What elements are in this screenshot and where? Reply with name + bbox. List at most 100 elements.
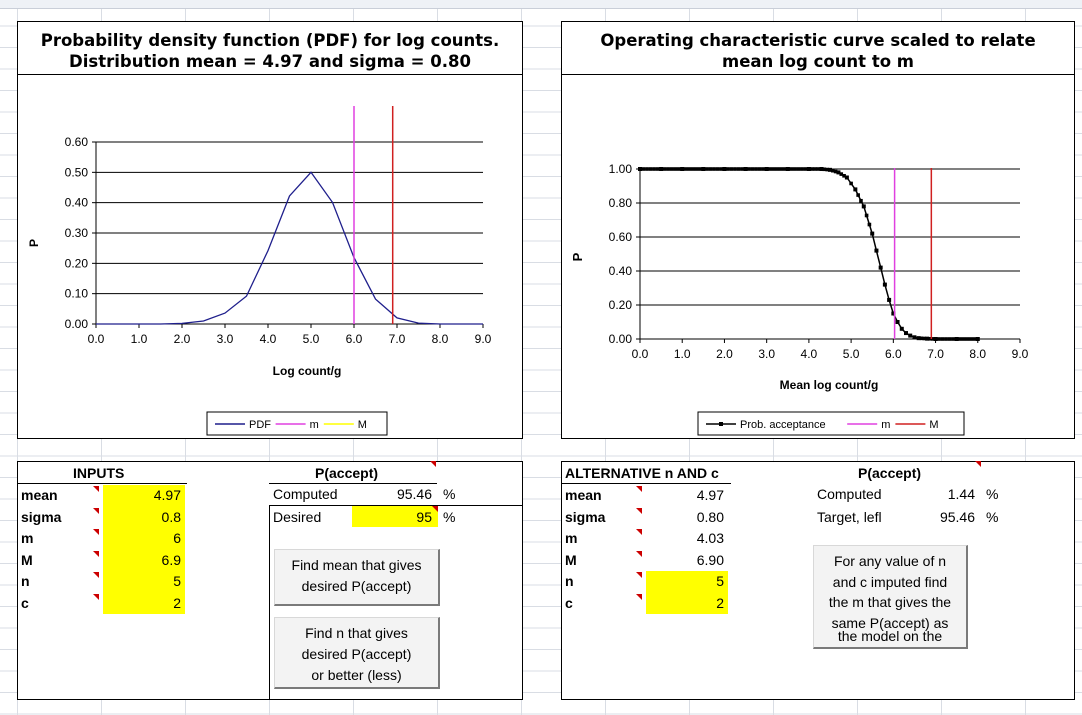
y-tick-label: 0.50 [65, 165, 89, 179]
x-tick-label: 6.0 [885, 347, 902, 361]
data-point [930, 337, 935, 341]
inputs-value-M[interactable]: 6.9 [161, 551, 181, 568]
alt-target-value: 95.46 [939, 509, 975, 525]
oc-chart-title: Operating characteristic curve scaled to… [562, 30, 1074, 72]
find-m-button[interactable]: For any value of n and c imputed find th… [813, 545, 968, 649]
x-axis-label: Log count/g [273, 364, 342, 378]
data-point [778, 167, 783, 171]
data-point [933, 337, 938, 341]
x-tick-label: 1.0 [674, 347, 691, 361]
alternative-value-m: 4.03 [696, 530, 724, 546]
x-tick-label: 2.0 [174, 332, 191, 346]
data-point [796, 167, 801, 171]
inputs-value-cell-M[interactable] [103, 549, 185, 571]
inputs-label-m: m [21, 530, 34, 546]
inputs-label-M: M [21, 551, 33, 568]
comment-marker [432, 506, 438, 512]
alternative-value-cell-n[interactable] [646, 571, 728, 593]
desired-value[interactable]: 95 [416, 509, 432, 525]
comment-marker [636, 572, 642, 578]
pdf-chart-title-line2: Distribution mean = 4.97 and sigma = 0.8… [69, 52, 471, 71]
inputs-value-sigma[interactable]: 0.8 [161, 508, 181, 525]
legend-label: PDF [249, 419, 271, 431]
inputs-value-cell-sigma[interactable] [103, 506, 185, 528]
data-point [775, 167, 780, 171]
find-n-button[interactable]: Find n that gives desired P(accept) or b… [274, 617, 440, 689]
desired-value-cell[interactable] [352, 506, 438, 527]
oc-chart-svg: 0.00 0.20 0.40 0.60 0.80 1.00 0.0 1.0 2.0 3.0 4.0… [570, 162, 1029, 436]
find-mean-button[interactable]: Find mean that gives desired P(accept) [274, 549, 440, 606]
oc-chart-panel[interactable]: Operating characteristic curve scaled to… [561, 21, 1075, 439]
alternative-value-n[interactable]: 5 [716, 573, 724, 589]
y-tick-label: 1.00 [609, 162, 633, 176]
computed-rule [269, 505, 523, 506]
inputs-value-cell-n[interactable] [103, 571, 185, 593]
data-point [819, 167, 824, 171]
inputs-value-cell-c[interactable] [103, 592, 185, 614]
inputs-value-m[interactable]: 6 [173, 530, 181, 546]
data-point [965, 337, 970, 341]
inputs-header: INPUTS [73, 465, 125, 481]
x-tick-label: 2.0 [716, 347, 733, 361]
desired-pct: % [443, 509, 456, 525]
data-point [861, 204, 866, 209]
data-point [729, 167, 734, 171]
pdf-chart-panel[interactable]: Probability density function (PDF) for l… [17, 21, 523, 439]
data-point [972, 337, 977, 341]
x-tick-label: 8.0 [969, 347, 986, 361]
alternative-label-mean: mean [565, 487, 602, 503]
y-tick-label: 0.40 [65, 196, 89, 210]
x-tick-label: 5.0 [843, 347, 860, 361]
data-point [645, 167, 649, 171]
x-tick-label: 6.0 [346, 332, 363, 346]
data-point [659, 167, 664, 171]
data-point [747, 167, 751, 171]
data-point [954, 337, 959, 341]
computed-label: Computed [273, 486, 338, 502]
data-point [831, 168, 835, 173]
y-tick-label: 0.00 [609, 332, 633, 346]
y-tick-label: 0.10 [65, 287, 89, 301]
comment-marker [636, 486, 642, 492]
data-point [874, 248, 879, 253]
data-point [800, 167, 804, 171]
alternative-value-c[interactable]: 2 [716, 594, 724, 611]
y-tick-label: 0.60 [65, 135, 89, 149]
alternative-value-cell-c[interactable] [646, 592, 728, 614]
data-point [743, 167, 748, 171]
y-tick-label: 0.20 [609, 298, 633, 312]
inputs-value-mean[interactable]: 4.97 [153, 487, 181, 503]
data-point [813, 167, 818, 171]
y-tick-labels: 0.00 0.10 0.20 0.30 0.40 0.50 0.60 [65, 135, 89, 331]
inputs-label-n: n [21, 573, 30, 589]
inputs-value-c[interactable]: 2 [173, 594, 181, 611]
inputs-value-cell-m[interactable] [103, 528, 185, 550]
data-point [712, 167, 716, 171]
inputs-label-mean: mean [21, 487, 58, 503]
data-point [919, 336, 924, 341]
comment-marker [93, 550, 99, 557]
pdf-chart-title-line1: Probability density function (PDF) for l… [40, 31, 500, 50]
data-point [722, 167, 727, 171]
data-point [944, 337, 948, 341]
data-point [904, 331, 908, 336]
legend-label: m [310, 419, 319, 431]
data-point [690, 167, 695, 171]
find-n-button-line3: or better (less) [311, 667, 402, 683]
x-tick-label: 9.0 [1012, 347, 1029, 361]
data-point [764, 167, 769, 171]
data-point [733, 167, 737, 171]
data-point [928, 336, 932, 341]
data-point [673, 167, 677, 171]
data-point [937, 337, 941, 341]
data-point [899, 326, 904, 331]
inputs-value-cell-mean[interactable] [103, 485, 185, 507]
alternative-label-sigma: sigma [565, 508, 606, 525]
inputs-value-n[interactable]: 5 [173, 573, 181, 589]
data-point [842, 174, 846, 178]
find-m-button-line4: same P(accept) as [831, 614, 949, 631]
inputs-label-c: c [21, 594, 29, 611]
comment-marker [636, 593, 642, 600]
x-tick-label: 1.0 [131, 332, 148, 346]
x-tick-label: 3.0 [758, 347, 775, 361]
